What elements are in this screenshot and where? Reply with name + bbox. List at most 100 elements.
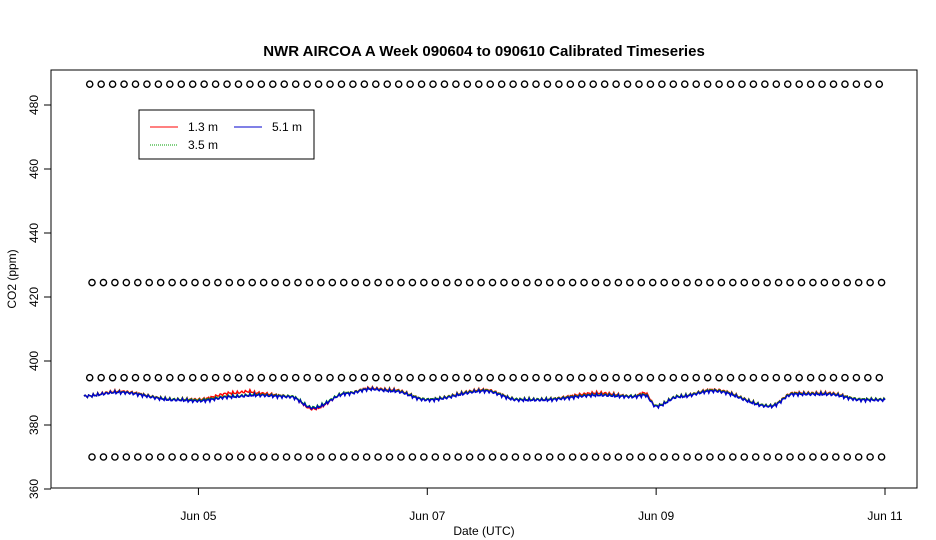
y-tick-label: 440 <box>27 223 41 243</box>
calibration-point <box>864 373 872 382</box>
calibration-point <box>692 373 700 382</box>
calibration-point <box>809 278 817 287</box>
calibration-point <box>452 373 460 382</box>
calibration-point <box>383 80 392 88</box>
calibration-point <box>177 373 186 382</box>
calibration-point <box>108 373 117 382</box>
calibration-point <box>225 278 234 287</box>
calibration-point <box>866 453 874 461</box>
legend-box <box>138 109 315 160</box>
calibration-point <box>291 373 300 382</box>
calibration-point <box>829 80 838 88</box>
calibration-point <box>314 80 323 88</box>
calibration-point <box>534 278 543 287</box>
calibration-point <box>511 278 520 287</box>
calibration-point <box>738 80 746 88</box>
calibration-point <box>658 373 666 382</box>
calibration-point <box>339 453 348 461</box>
calibration-point <box>166 80 174 88</box>
calibration-point <box>726 80 735 88</box>
calibration-point <box>131 80 140 88</box>
calibration-point <box>349 373 357 382</box>
calibration-point <box>360 80 369 88</box>
calibration-point <box>328 278 337 287</box>
calibration-point <box>486 373 495 382</box>
calibration-point <box>257 373 266 382</box>
calibration-point <box>740 453 749 461</box>
calibration-point <box>214 278 222 287</box>
calibration-point <box>303 80 311 88</box>
calibration-point <box>500 453 508 461</box>
calibration-point <box>269 373 277 382</box>
calibration-point <box>669 80 678 88</box>
calibration-point <box>614 278 623 287</box>
calibration-point <box>420 278 428 287</box>
calibration-point <box>351 278 359 287</box>
calibration-point <box>97 373 105 382</box>
calibration-point <box>852 80 861 88</box>
calibration-point <box>557 453 565 461</box>
calibration-point <box>866 278 874 287</box>
calibration-point <box>442 453 451 461</box>
calibration-point <box>214 453 222 461</box>
y-tick-label: 420 <box>27 287 41 307</box>
y-tick-label: 480 <box>27 95 41 115</box>
calibration-point <box>646 80 655 88</box>
calibration-point <box>97 80 105 88</box>
calibration-point <box>591 453 600 461</box>
calibration-point <box>717 453 726 461</box>
calibration-point <box>371 80 380 88</box>
calibration-point <box>236 278 245 287</box>
calibration-point <box>417 80 426 88</box>
y-tick-label: 460 <box>27 159 41 179</box>
calibration-point <box>497 80 506 88</box>
calibration-point <box>786 453 794 461</box>
x-tick-label: Jun 09 <box>638 509 674 523</box>
calibration-point <box>406 373 414 382</box>
calibration-point <box>648 453 657 461</box>
calibration-point <box>843 278 852 287</box>
calibration-point <box>738 373 746 382</box>
calibration-point <box>706 453 714 461</box>
calibration-point <box>360 373 369 382</box>
calibration-point <box>383 373 392 382</box>
calibration-point <box>156 453 165 461</box>
calibration-point <box>637 453 646 461</box>
calibration-point <box>761 373 769 382</box>
calibration-point <box>145 278 154 287</box>
calibration-point <box>420 453 428 461</box>
y-tick-label: 380 <box>27 415 41 435</box>
calibration-point <box>831 453 840 461</box>
calibration-point <box>680 373 689 382</box>
calibration-point <box>772 373 781 382</box>
calibration-point <box>259 453 268 461</box>
calibration-point <box>431 278 440 287</box>
x-tick-label: Jun 11 <box>867 509 902 523</box>
legend-label-1-3m: 1.3 m <box>188 120 218 134</box>
calibration-point <box>577 80 586 88</box>
calibration-point <box>795 373 803 382</box>
calibration-point <box>864 80 872 88</box>
calibration-point <box>133 278 142 287</box>
calibration-point <box>85 80 94 88</box>
calibration-point <box>717 278 726 287</box>
calibration-point <box>577 373 586 382</box>
calibration-point <box>683 278 691 287</box>
calibration-point <box>635 80 643 88</box>
calibration-point <box>120 80 128 88</box>
calibration-point <box>543 373 552 382</box>
calibration-point <box>660 278 668 287</box>
calibration-point <box>191 278 199 287</box>
calibration-point <box>658 80 666 88</box>
calibration-point <box>726 373 735 382</box>
calibration-point <box>566 80 575 88</box>
calibration-point <box>545 278 554 287</box>
calibration-point <box>555 80 563 88</box>
calibration-point <box>154 80 163 88</box>
calibration-point <box>303 373 311 382</box>
calibration-point <box>452 80 460 88</box>
calibration-point <box>431 453 440 461</box>
calibration-point <box>351 453 359 461</box>
calibration-point <box>191 453 199 461</box>
x-tick-label: Jun 05 <box>180 509 216 523</box>
